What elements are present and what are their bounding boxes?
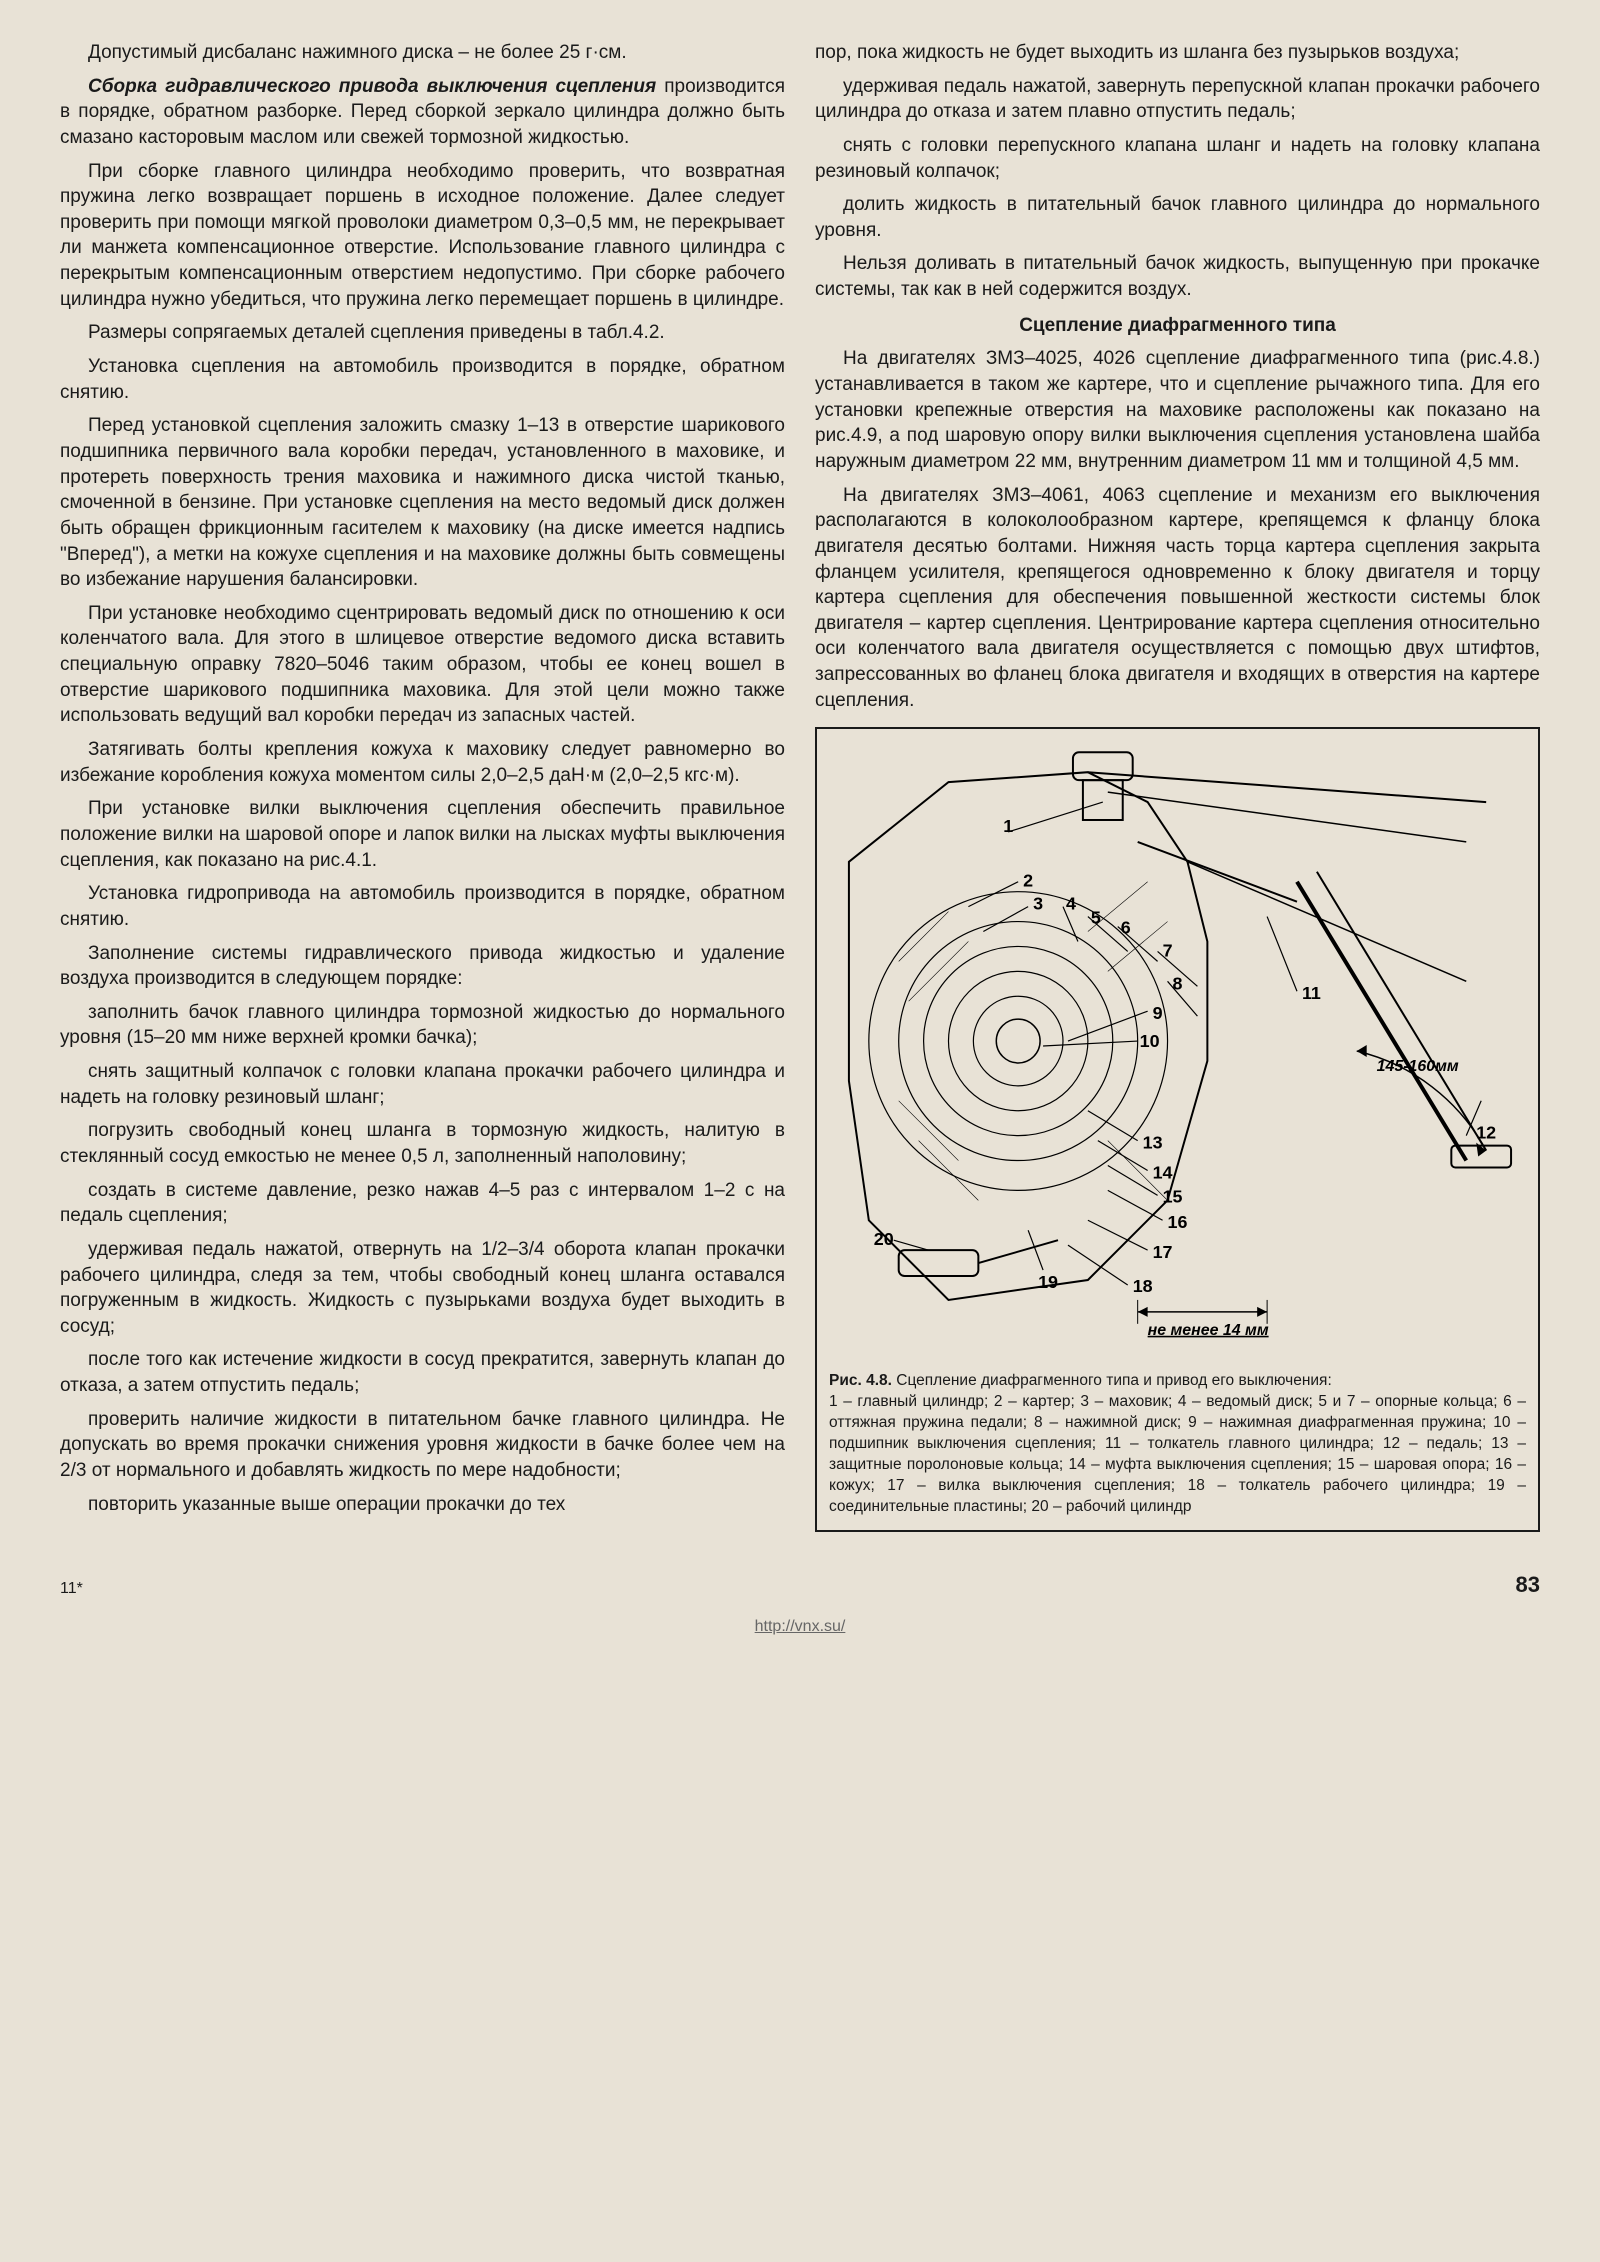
para: Перед установкой сцепления заложить смаз… — [60, 413, 785, 592]
callout-17: 17 — [1153, 1242, 1173, 1262]
callout-5: 5 — [1091, 908, 1101, 928]
figure-caption: Рис. 4.8. Сцепление диафрагменного типа … — [829, 1371, 1526, 1517]
para: Нельзя доливать в питательный бачок жидк… — [815, 251, 1540, 302]
para: На двигателях ЗМЗ–4061, 4063 сцепление и… — [815, 483, 1540, 714]
right-column: пор, пока жидкость не будет выходить из … — [815, 40, 1540, 1532]
figure-caption-lead: Рис. 4.8. — [829, 1372, 892, 1389]
callout-7: 7 — [1163, 941, 1173, 961]
para: Установка гидропривода на автомобиль про… — [60, 881, 785, 932]
page-number: 83 — [1516, 1572, 1540, 1598]
callout-13: 13 — [1143, 1133, 1163, 1153]
page-footer: 11* 83 — [60, 1572, 1540, 1598]
para: удерживая педаль нажатой, завернуть пере… — [815, 74, 1540, 125]
para: На двигателях ЗМЗ–4025, 4026 сцепление д… — [815, 346, 1540, 474]
left-column: Допустимый дисбаланс нажимного диска – н… — [60, 40, 785, 1532]
para: При установке необходимо сцентрировать в… — [60, 601, 785, 729]
source-url: http://vnx.su/ — [60, 1618, 1540, 1636]
para: Заполнение системы гидравлического приво… — [60, 941, 785, 992]
assembly-heading-inline: Сборка гидравлического привода выключени… — [88, 76, 656, 97]
para: повторить указанные выше операции прокач… — [60, 1492, 785, 1518]
para: заполнить бачок главного цилиндра тормоз… — [60, 1000, 785, 1051]
callout-16: 16 — [1168, 1213, 1188, 1233]
para: Затягивать болты крепления кожуха к махо… — [60, 737, 785, 788]
para: Допустимый дисбаланс нажимного диска – н… — [60, 40, 785, 66]
para: удерживая педаль нажатой, отвернуть на 1… — [60, 1237, 785, 1340]
section-heading: Сцепление диафрагменного типа — [815, 313, 1540, 339]
callout-18: 18 — [1133, 1276, 1153, 1296]
callout-2: 2 — [1023, 871, 1033, 891]
para: проверить наличие жидкости в питательном… — [60, 1407, 785, 1484]
callout-6: 6 — [1121, 918, 1131, 938]
para: Установка сцепления на автомобиль произв… — [60, 354, 785, 405]
callout-20: 20 — [874, 1230, 894, 1250]
para: При установке вилки выключения сцепления… — [60, 796, 785, 873]
callout-14: 14 — [1153, 1163, 1173, 1183]
para: Размеры сопрягаемых деталей сцепления пр… — [60, 320, 785, 346]
callout-8: 8 — [1173, 974, 1183, 994]
dimension-gap: не менее 14 мм — [1148, 1322, 1269, 1339]
callout-15: 15 — [1163, 1187, 1183, 1207]
para: долить жидкость в питательный бачок глав… — [815, 192, 1540, 243]
para: Сборка гидравлического привода выключени… — [60, 74, 785, 151]
callout-12: 12 — [1476, 1123, 1496, 1143]
clutch-diagram-illustration: 1 2 3 4 5 6 7 8 9 10 11 12 13 14 — [829, 741, 1526, 1361]
figure-caption-title: Сцепление диафрагменного типа и привод е… — [892, 1372, 1332, 1389]
para: снять защитный колпачок с головки клапан… — [60, 1059, 785, 1110]
figure-caption-body: 1 – главный цилиндр; 2 – картер; 3 – мах… — [829, 1393, 1526, 1515]
para: погрузить свободный конец шланга в тормо… — [60, 1118, 785, 1169]
callout-11: 11 — [1302, 984, 1321, 1004]
callout-1: 1 — [1003, 816, 1013, 836]
callout-3: 3 — [1033, 894, 1043, 914]
para: При сборке главного цилиндра необходимо … — [60, 159, 785, 313]
callout-9: 9 — [1153, 1004, 1163, 1024]
page: Допустимый дисбаланс нажимного диска – н… — [0, 0, 1600, 2262]
dimension-travel: 145-160мм — [1377, 1058, 1459, 1075]
callout-19: 19 — [1038, 1272, 1058, 1292]
callout-4: 4 — [1066, 894, 1076, 914]
two-column-layout: Допустимый дисбаланс нажимного диска – н… — [60, 40, 1540, 1532]
callout-10: 10 — [1140, 1031, 1160, 1051]
figure-4-8: 1 2 3 4 5 6 7 8 9 10 11 12 13 14 — [815, 727, 1540, 1531]
para: снять с головки перепускного клапана шла… — [815, 133, 1540, 184]
para: создать в системе давление, резко нажав … — [60, 1178, 785, 1229]
footer-left: 11* — [60, 1580, 83, 1598]
para: пор, пока жидкость не будет выходить из … — [815, 40, 1540, 66]
para: после того как истечение жидкости в сосу… — [60, 1347, 785, 1398]
